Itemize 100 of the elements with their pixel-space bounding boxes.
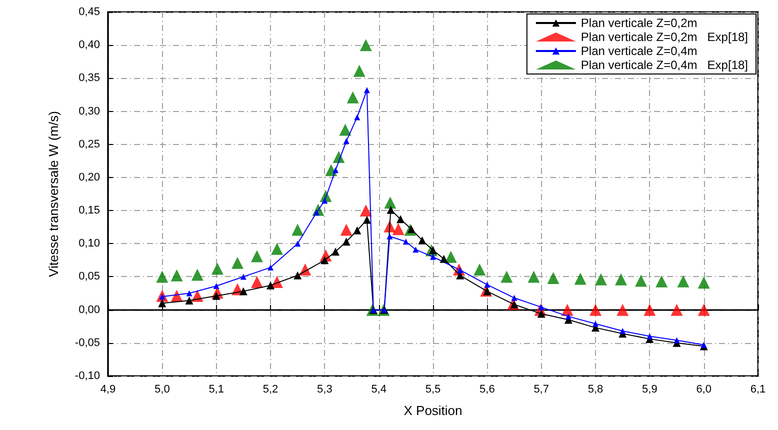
- point: [620, 328, 626, 334]
- point: [592, 320, 598, 327]
- point: [211, 262, 224, 275]
- point: [674, 337, 680, 344]
- point: [240, 274, 246, 280]
- point: [698, 276, 710, 289]
- point: [646, 333, 653, 340]
- point: [484, 282, 490, 288]
- point: [386, 233, 393, 240]
- point: [340, 224, 352, 236]
- point: [332, 248, 340, 256]
- point: [186, 290, 192, 296]
- y-tick-label: 0,30: [78, 105, 100, 118]
- point: [239, 287, 248, 296]
- point: [360, 204, 372, 217]
- x-tick-label: 5,0: [154, 384, 170, 396]
- point: [656, 275, 668, 288]
- point: [670, 304, 683, 316]
- point: [158, 299, 166, 308]
- x-tick-label: 5,3: [317, 384, 332, 396]
- point: [268, 264, 274, 270]
- legend-label: Plan verticale Z=0,4m Exp[18]: [580, 58, 748, 72]
- point: [644, 304, 656, 316]
- point: [250, 276, 263, 288]
- point: [412, 246, 419, 253]
- point: [294, 271, 302, 280]
- point: [396, 215, 404, 224]
- x-tick-label: 4,9: [100, 384, 116, 396]
- x-tick-label: 5,8: [588, 384, 604, 396]
- y-tick-label: 0,40: [78, 39, 100, 52]
- point: [511, 294, 518, 301]
- x-tick-label: 5,2: [262, 384, 278, 396]
- legend-label: Plan verticale Z=0,2m Exp[18]: [580, 30, 748, 44]
- point: [271, 242, 283, 255]
- x-tick-label: 5,9: [642, 384, 658, 396]
- point: [292, 224, 304, 236]
- y-tick-label: 0,15: [78, 204, 100, 217]
- point: [353, 226, 362, 234]
- point: [392, 223, 404, 236]
- point: [231, 256, 244, 269]
- point: [320, 256, 329, 264]
- y-tick-label: 0,35: [78, 72, 100, 84]
- point: [565, 313, 572, 320]
- x-tick-label: 6,1: [750, 384, 766, 396]
- point: [547, 272, 560, 284]
- point: [440, 254, 448, 263]
- point: [362, 216, 371, 224]
- point: [384, 196, 396, 209]
- point: [354, 114, 360, 120]
- y-tick-label: 0,00: [78, 304, 100, 316]
- point: [677, 275, 690, 288]
- point: [528, 270, 540, 283]
- y-axis-title: Vitesse transversale W (m/s): [46, 111, 61, 277]
- x-tick-label: 5,5: [425, 384, 441, 396]
- point: [386, 206, 395, 214]
- point: [343, 138, 350, 144]
- point: [614, 273, 627, 286]
- point: [444, 250, 457, 263]
- point: [635, 274, 647, 287]
- point: [353, 64, 366, 77]
- point: [266, 281, 274, 290]
- y-tick-label: -0,05: [74, 336, 100, 349]
- legend-label: Plan verticale Z=0,4m: [580, 44, 698, 58]
- point: [322, 198, 328, 204]
- point: [574, 272, 586, 285]
- y-tick-label: 0,05: [78, 270, 100, 283]
- y-tick-label: 0,10: [78, 238, 100, 250]
- point: [500, 270, 513, 283]
- point: [700, 342, 707, 348]
- point: [213, 282, 220, 289]
- legend-label: Plan verticale Z=0,2m: [580, 16, 698, 30]
- point: [430, 254, 436, 260]
- x-axis-title: X Position: [404, 403, 462, 418]
- point: [342, 238, 350, 246]
- point: [294, 240, 301, 247]
- point: [418, 236, 426, 244]
- x-tick-label: 5,4: [371, 384, 386, 396]
- point: [346, 91, 359, 104]
- y-tick-label: -0,10: [74, 370, 100, 382]
- point: [170, 269, 183, 282]
- point: [474, 263, 486, 276]
- point: [616, 304, 629, 316]
- point: [250, 250, 263, 262]
- point: [339, 124, 352, 136]
- point: [364, 87, 370, 94]
- point: [590, 304, 602, 316]
- y-tick-label: 0,20: [78, 171, 100, 184]
- x-tick-label: 5,1: [208, 384, 224, 396]
- point: [191, 268, 204, 281]
- point: [185, 296, 194, 305]
- point: [402, 238, 409, 245]
- point: [156, 270, 168, 283]
- y-tick-label: 0,25: [78, 138, 100, 150]
- point: [594, 273, 607, 286]
- point: [332, 167, 338, 174]
- point: [698, 304, 710, 316]
- x-tick-label: 5,6: [480, 384, 495, 396]
- y-tick-label: 0,45: [78, 6, 100, 18]
- point: [360, 39, 372, 52]
- x-tick-label: 6,0: [696, 384, 712, 396]
